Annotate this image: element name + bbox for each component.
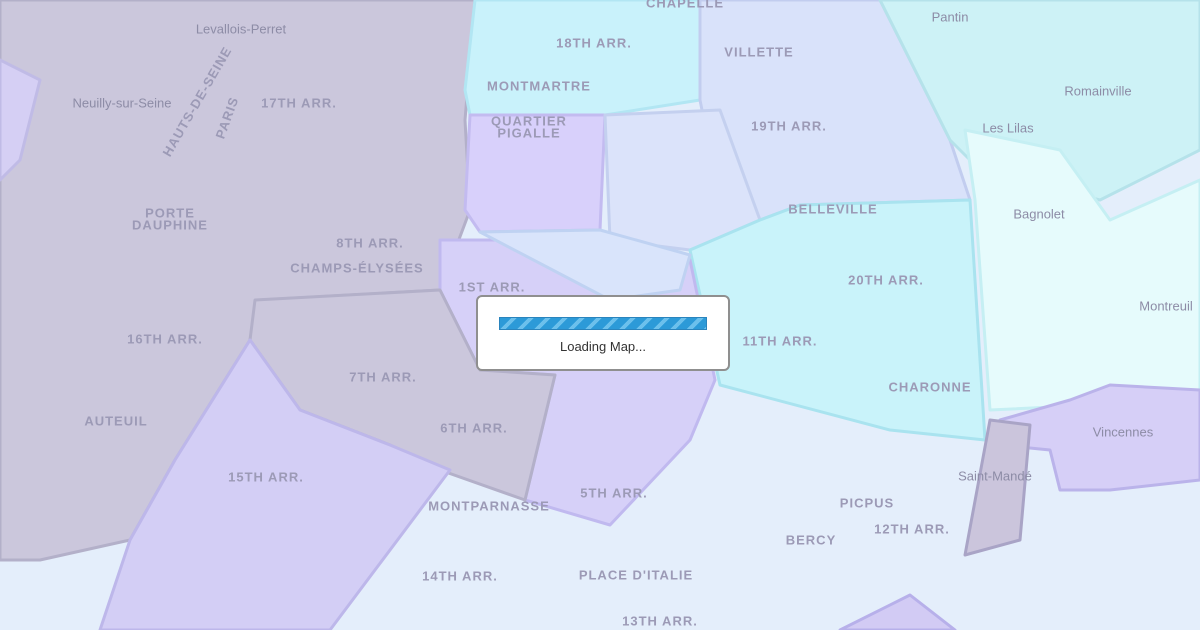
map-label: 17TH ARR.: [261, 95, 337, 110]
map-label: 6TH ARR.: [440, 420, 507, 435]
map-label: BERCY: [786, 532, 837, 547]
map-label: Romainville: [1064, 83, 1131, 98]
loading-text: Loading Map...: [559, 339, 646, 354]
map-label: 1ST ARR.: [459, 279, 526, 294]
map-label: VILLETTE: [724, 44, 793, 59]
map-label: 11TH ARR.: [743, 333, 818, 348]
map-label: Montreuil: [1139, 298, 1193, 313]
map-label: Levallois-Perret: [196, 21, 287, 36]
map-label: 12TH ARR.: [874, 521, 950, 536]
map-label: PICPUS: [840, 495, 894, 510]
map-label: Les Lilas: [982, 120, 1034, 135]
map-label: CHAPELLE: [646, 0, 724, 10]
progress-bar: [499, 317, 707, 330]
map-label: 13TH ARR.: [622, 613, 698, 628]
map-label: Saint-Mandé: [958, 468, 1032, 483]
map-label: PIGALLE: [497, 125, 560, 140]
map-label: BELLEVILLE: [788, 201, 877, 216]
map-label: CHARONNE: [888, 379, 971, 394]
map-label: MONTMARTRE: [487, 78, 591, 93]
map-label: 5TH ARR.: [580, 485, 647, 500]
map-label: Neuilly-sur-Seine: [73, 95, 172, 110]
map-label: AUTEUIL: [84, 413, 147, 428]
map-label: 8TH ARR.: [336, 235, 403, 250]
loading-dialog: Loading Map...: [476, 295, 730, 371]
map-label: 19TH ARR.: [751, 118, 827, 133]
map-label: PLACE D'ITALIE: [579, 567, 693, 582]
map-label: 14TH ARR.: [422, 568, 498, 583]
map-label: Vincennes: [1093, 424, 1154, 439]
map-label: 15TH ARR.: [228, 469, 304, 484]
map-label: 16TH ARR.: [127, 331, 203, 346]
map-label: CHAMPS-ÉLYSÉES: [290, 260, 423, 275]
map-label: QUARTIER: [491, 113, 567, 128]
map-label: DAUPHINE: [132, 217, 208, 232]
map-label: Bagnolet: [1013, 206, 1065, 221]
map-label: 7TH ARR.: [349, 369, 416, 384]
map-label: Pantin: [932, 9, 969, 24]
map-label: 20TH ARR.: [848, 272, 924, 287]
map-label: MONTPARNASSE: [428, 498, 550, 513]
map-label: PORTE: [145, 205, 195, 220]
map-label: 18TH ARR.: [556, 35, 632, 50]
